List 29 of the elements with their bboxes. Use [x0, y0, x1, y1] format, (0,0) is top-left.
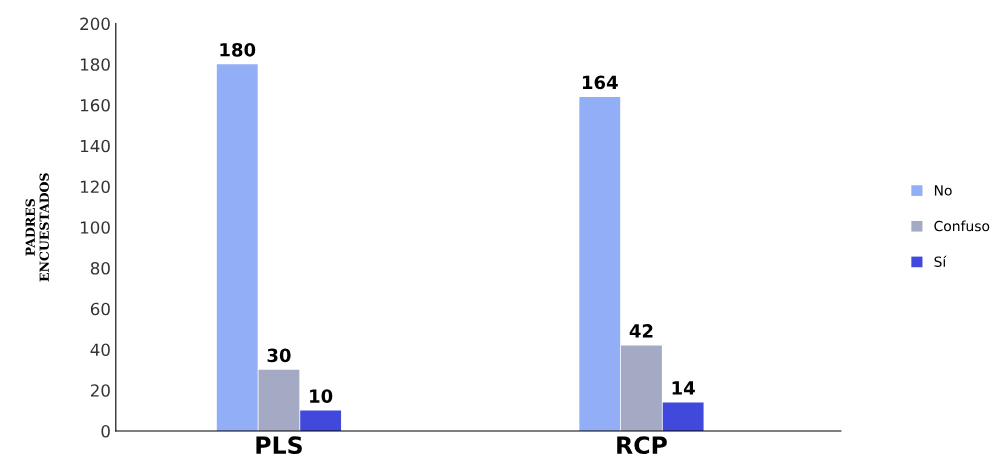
- y-axis-title: PADRES ENCUESTADOS: [25, 173, 49, 282]
- data-label: 10: [310, 389, 333, 403]
- legend-label: No: [934, 185, 952, 196]
- y-tick-label: 180: [80, 58, 110, 71]
- y-tick-label: 140: [80, 139, 110, 153]
- data-label: 14: [672, 381, 695, 395]
- data-label: 164: [582, 75, 618, 90]
- y-tick-label: 160: [80, 99, 110, 112]
- y-tick-label: 40: [90, 343, 110, 357]
- bar: [258, 369, 300, 431]
- bar: [216, 64, 258, 431]
- bar: [300, 410, 342, 431]
- bar: [579, 96, 621, 431]
- data-label: 30: [267, 348, 291, 363]
- bar: [662, 402, 704, 431]
- y-tick-label: 60: [90, 302, 110, 316]
- y-tick-label: 20: [90, 384, 110, 397]
- legend-label: Confuso: [934, 220, 990, 232]
- x-tick-label: RCP: [617, 436, 667, 455]
- y-tick-label: 80: [90, 261, 110, 275]
- y-tick-label: 120: [80, 180, 110, 194]
- y-tick-label: 100: [80, 221, 110, 234]
- y-tick-label: 200: [80, 17, 110, 31]
- legend-label: Sí: [934, 255, 947, 267]
- bar: [621, 345, 662, 431]
- data-label: 180: [220, 42, 256, 57]
- data-label: 42: [629, 324, 653, 338]
- y-tick-label: 0: [101, 424, 110, 438]
- x-tick-label: PLS: [256, 436, 302, 455]
